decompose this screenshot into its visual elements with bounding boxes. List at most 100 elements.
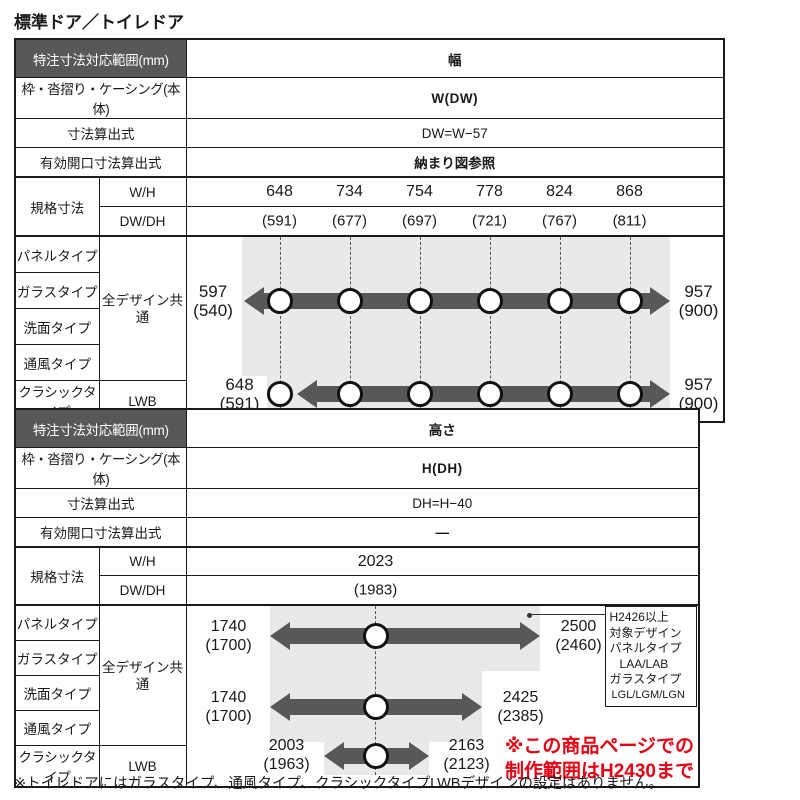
dwdh-value-row: (1983): [187, 576, 699, 604]
range-max-dh: (2123): [443, 756, 490, 773]
dashed-gridline: [419, 237, 421, 413]
range-min-value: 1740: [210, 689, 247, 706]
dwdh-value: (591): [262, 212, 298, 230]
range-min-dw: (540): [193, 301, 233, 320]
callout-dot-icon: [526, 613, 532, 618]
dwdh-value: (767): [542, 212, 578, 230]
arrow-right-head-icon: [649, 287, 670, 315]
range-min-label: 1740 (1700): [195, 617, 263, 655]
type-ventilation-label: 通風タイプ: [14, 344, 100, 381]
dwdh-value: (721): [472, 212, 508, 230]
callout-line-text: H2426以上: [609, 610, 669, 624]
size-circle: [336, 288, 363, 314]
height-header: 高さ: [185, 408, 700, 448]
dwdh-value: (811): [612, 212, 647, 230]
dwdh-label: DW/DH: [98, 575, 187, 606]
range-min-value: 1740: [210, 618, 247, 635]
table-row: ガラスタイプ: [14, 272, 724, 309]
size-circle: [616, 288, 643, 314]
wh-label: W/H: [98, 546, 187, 576]
range-max-value: 957: [684, 282, 713, 301]
table-row: 有効開口寸法算出式 —: [14, 517, 700, 548]
dashed-gridline: [279, 237, 281, 413]
table-row: DW/DH (1983): [15, 575, 700, 606]
type-panel-label: パネルタイプ: [14, 235, 100, 273]
standard-size-label: 規格寸法: [14, 176, 100, 237]
table-row: 規格寸法 W/H 648 734 754 778 824 868: [14, 176, 725, 237]
range-min-label: 597 (540): [187, 282, 240, 320]
opening-formula-label: 有効開口寸法算出式: [14, 517, 187, 548]
range-max-dh: (2385): [497, 708, 544, 725]
wh-value-row: 2023: [187, 548, 699, 575]
opening-formula-value: 納まり図参照: [185, 147, 725, 178]
range-max-label: 2500 (2460): [545, 617, 613, 655]
arrow-right-head-icon: [408, 742, 429, 770]
callout-line-text: ガラスタイプ: [609, 672, 682, 686]
type-washroom-label: 洗面タイプ: [14, 308, 100, 345]
dwdh-value: (677): [332, 212, 368, 230]
type-glass-label: ガラスタイプ: [14, 640, 100, 676]
height-spec-table: 特注寸法対応範囲(mm) 高さ 枠・沓摺り・ケーシング(本体) H(DH) 寸法…: [14, 408, 701, 788]
range-max-label: 2163 (2123): [433, 736, 501, 774]
formula-label: 寸法算出式: [14, 488, 187, 518]
size-circle: [546, 288, 573, 314]
height-range-diagram: 1740 (1700) 2500 (2460) 1740 (1700) 2425…: [187, 606, 699, 786]
arrow-shaft: [288, 628, 521, 644]
type-ventilation-label: 通風タイプ: [14, 710, 100, 746]
table-row: 特注寸法対応範囲(mm) 高さ: [14, 408, 700, 448]
size-circle: [266, 288, 293, 314]
range-max-dh: (2460): [555, 637, 602, 654]
table-row: 通風タイプ: [14, 710, 699, 746]
dwdh-values-cell: (591) (677) (697) (721) (767) (811): [185, 206, 725, 237]
frame-label: 枠・沓摺り・ケーシング(本体): [14, 447, 187, 489]
size-circle: [476, 381, 503, 407]
wh-value: 754: [406, 183, 433, 200]
toilet-door-footnote: ※トイレドアにはガラスタイプ、通風タイプ、クラシックタイプLWBデザインの設定は…: [14, 776, 664, 792]
opening-formula-label: 有効開口寸法算出式: [14, 147, 187, 178]
dwdh-value-cell: (1983): [185, 575, 700, 606]
range-max-value: 2163: [448, 737, 485, 754]
dwdh-value: (697): [402, 212, 438, 230]
page-title: 標準ドア／トイレドア: [14, 13, 184, 32]
table-row: パネルタイプ 全デザイン共通: [14, 235, 725, 423]
wh-value: 2023: [357, 552, 394, 570]
formula-value: DH=H−40: [185, 488, 700, 518]
size-circle: [266, 381, 293, 407]
table-row: DW/DH (591) (677) (697) (721) (767) (811…: [15, 206, 725, 237]
range-min-value: 597: [198, 282, 228, 301]
opening-formula-value: —: [185, 517, 700, 548]
range-min-value: 2003: [268, 737, 305, 754]
lwb-label: LWB: [98, 745, 187, 788]
table-row: 有効開口寸法算出式 納まり図参照: [14, 147, 725, 178]
wh-values-row: 648 734 754 778 824 868: [187, 178, 724, 206]
size-circle: [362, 694, 389, 720]
size-circle: [362, 623, 389, 649]
range-max-value: 2425: [502, 689, 539, 706]
range-min-dh: (1700): [205, 708, 252, 725]
callout-line-text: パネルタイプ: [609, 641, 682, 655]
type-glass-label: ガラスタイプ: [14, 272, 100, 309]
arrow-left-head-icon: [323, 742, 344, 770]
type-panel-label: パネルタイプ: [14, 604, 100, 641]
dashed-gridline: [374, 606, 376, 775]
frame-label: 枠・沓摺り・ケーシング(本体): [14, 77, 187, 119]
wh-value: 734: [336, 183, 363, 200]
spec-range-label: 特注寸法対応範囲(mm): [14, 38, 187, 78]
callout-line: [529, 614, 605, 615]
size-circle: [546, 381, 573, 407]
frame-value: W(DW): [185, 77, 725, 119]
table-row: 寸法算出式 DH=H−40: [14, 488, 700, 518]
table-row: 洗面タイプ: [14, 675, 699, 711]
range-max-value: 2500: [560, 618, 597, 635]
range-max-label: 957 (900): [674, 282, 724, 320]
size-circle: [336, 381, 363, 407]
red-production-note: ※この商品ページでの 制作範囲はH2430まで: [505, 734, 694, 784]
size-circle: [616, 381, 643, 407]
dashed-gridline: [559, 237, 561, 413]
red-note-line1: ※この商品ページでの: [504, 736, 695, 757]
size-circle: [406, 288, 433, 314]
all-designs-label: 全デザイン共通: [98, 235, 187, 381]
arrow-left-head-icon: [269, 693, 290, 721]
frame-value: H(DH): [185, 447, 700, 489]
